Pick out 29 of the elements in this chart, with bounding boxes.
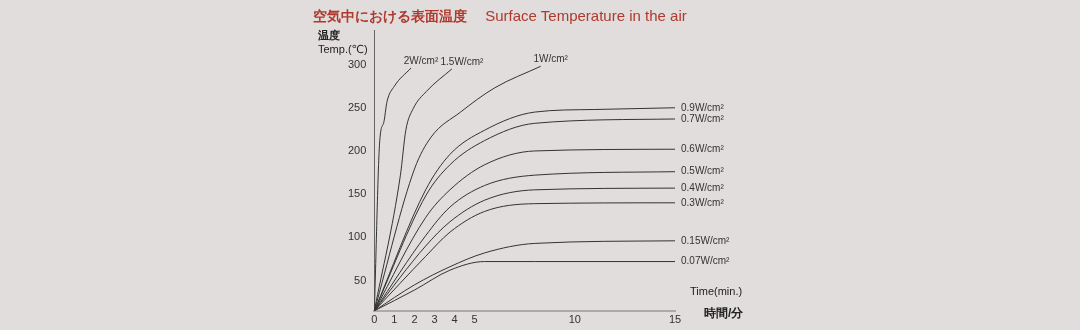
series-label: 1W/cm² (533, 53, 569, 65)
x-tick-label: 2 (411, 313, 418, 326)
x-tick-label: 3 (431, 313, 438, 326)
series-label: 0.3W/cm² (681, 196, 725, 208)
x-axis-title: Time(min.) 時間/分 (690, 285, 744, 322)
y-tick-label: 300 (347, 57, 367, 70)
y-axis-title: 温度 Temp.(℃) (318, 28, 368, 56)
series-label: 0.5W/cm² (681, 165, 725, 177)
y-tick-label: 50 (354, 273, 367, 286)
chart-subtitle: Surface Temperature in the air (485, 7, 687, 24)
series-label: 1.5W/cm² (440, 55, 484, 67)
x-tick-label: 0 (371, 313, 378, 326)
x-tick-label: 10 (568, 313, 581, 326)
series-label: 0.4W/cm² (681, 181, 725, 193)
series-label: 0.07W/cm² (681, 255, 731, 267)
chart-title: 空気中における表面温度 (313, 8, 468, 24)
x-tick-label: 5 (471, 313, 478, 326)
y-tick-label: 200 (347, 143, 367, 156)
series-label: 0.9W/cm² (681, 101, 725, 113)
y-tick-label: 250 (347, 100, 367, 113)
series-label: 2W/cm² (403, 54, 439, 66)
x-tick-label: 4 (451, 313, 458, 326)
y-tick-label: 150 (347, 187, 367, 200)
series-label: 0.6W/cm² (681, 142, 725, 154)
series-label: 0.7W/cm² (681, 112, 725, 124)
series-label: 0.15W/cm² (681, 234, 731, 246)
x-tick-label: 1 (391, 313, 398, 326)
y-tick-label: 100 (347, 230, 367, 243)
x-tick-label: 15 (668, 313, 682, 326)
